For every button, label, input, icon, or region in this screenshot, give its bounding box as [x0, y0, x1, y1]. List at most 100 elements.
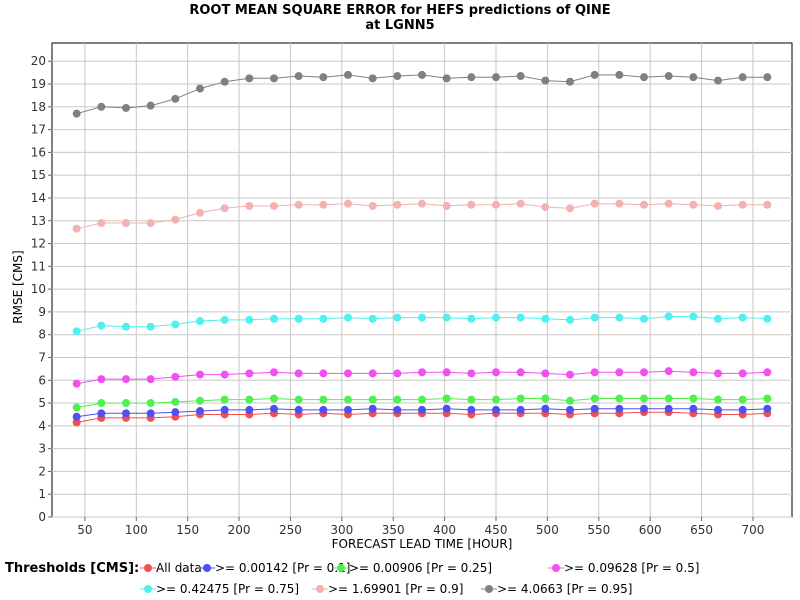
- data-point: [97, 219, 106, 228]
- data-point: [97, 321, 106, 330]
- data-point: [442, 394, 451, 403]
- data-point: [146, 322, 155, 331]
- data-point: [640, 368, 648, 377]
- data-point: [344, 313, 352, 322]
- data-point: [516, 313, 525, 322]
- x-tick-label: 550: [587, 523, 610, 537]
- data-point: [146, 219, 155, 228]
- legend-swatch-marker: [552, 564, 560, 572]
- data-point: [393, 72, 402, 81]
- data-point: [270, 74, 278, 83]
- data-point: [615, 313, 624, 322]
- series-2: [72, 404, 772, 421]
- data-point: [418, 368, 426, 377]
- legend-entry: >= 0.00906 [Pr = 0.25]: [349, 561, 492, 575]
- legend-entry: >= 0.42475 [Pr = 0.75]: [156, 582, 299, 596]
- data-point: [714, 405, 722, 414]
- data-point: [245, 395, 254, 404]
- data-point: [738, 369, 747, 378]
- data-point: [590, 404, 599, 413]
- data-point: [467, 200, 476, 209]
- chart-title: ROOT MEAN SQUARE ERROR for HEFS predicti…: [189, 3, 610, 18]
- data-point: [418, 395, 426, 404]
- data-point: [122, 219, 130, 228]
- data-point: [590, 199, 599, 208]
- data-point: [368, 369, 377, 378]
- data-point: [146, 399, 155, 408]
- chart-subtitle: at LGNN5: [365, 18, 434, 33]
- legend-entry: >= 4.0663 [Pr = 0.95]: [497, 582, 632, 596]
- data-point: [640, 394, 648, 403]
- data-point: [689, 312, 698, 321]
- y-tick-label: 2: [38, 464, 46, 478]
- data-point: [368, 201, 377, 210]
- data-point: [492, 368, 500, 377]
- y-tick-label: 20: [31, 54, 46, 68]
- data-point: [516, 394, 525, 403]
- data-point: [492, 73, 500, 82]
- data-point: [171, 94, 180, 103]
- data-point: [689, 73, 698, 82]
- data-point: [122, 375, 130, 384]
- y-tick-label: 11: [31, 259, 46, 273]
- y-tick-label: 4: [38, 419, 46, 433]
- x-tick-label: 200: [228, 523, 251, 537]
- data-point: [566, 77, 574, 86]
- data-point: [72, 327, 81, 336]
- data-point: [763, 368, 772, 377]
- data-point: [615, 404, 624, 413]
- y-tick-label: 9: [38, 305, 46, 319]
- data-point: [442, 313, 451, 322]
- data-point: [97, 399, 106, 408]
- data-point: [442, 368, 451, 377]
- data-point: [442, 404, 451, 413]
- data-point: [689, 404, 698, 413]
- data-point: [689, 394, 698, 403]
- data-point: [294, 72, 303, 81]
- data-point: [245, 201, 254, 210]
- series-3: [72, 394, 772, 412]
- data-point: [714, 76, 722, 85]
- data-point: [714, 369, 722, 378]
- data-point: [171, 408, 180, 417]
- data-point: [738, 313, 747, 322]
- data-point: [615, 394, 624, 403]
- data-point: [566, 405, 574, 414]
- y-tick-label: 12: [31, 237, 46, 251]
- y-tick-label: 15: [31, 168, 46, 182]
- data-point: [516, 72, 525, 81]
- series-5: [72, 312, 772, 336]
- y-tick-label: 10: [31, 282, 46, 296]
- legend-entry: >= 1.69901 [Pr = 0.9]: [328, 582, 463, 596]
- legend-entry: >= 0.09628 [Pr = 0.5]: [564, 561, 699, 575]
- data-point: [270, 201, 278, 210]
- series-4: [72, 367, 772, 388]
- data-point: [418, 405, 426, 414]
- data-point: [294, 405, 303, 414]
- data-point: [393, 200, 402, 209]
- data-point: [196, 84, 204, 93]
- data-point: [72, 224, 81, 233]
- legend-swatch-marker: [144, 585, 152, 593]
- data-point: [516, 405, 525, 414]
- data-point: [418, 70, 426, 79]
- data-point: [516, 199, 525, 208]
- data-point: [689, 368, 698, 377]
- data-point: [492, 395, 500, 404]
- data-point: [418, 313, 426, 322]
- data-point: [738, 395, 747, 404]
- legend-entry: All data: [156, 561, 202, 575]
- data-point: [541, 203, 550, 212]
- x-tick-label: 50: [77, 523, 92, 537]
- data-point: [294, 395, 303, 404]
- x-tick-label: 400: [433, 523, 456, 537]
- data-point: [245, 74, 254, 83]
- data-point: [220, 204, 229, 213]
- y-tick-label: 19: [31, 77, 46, 91]
- data-point: [196, 208, 204, 217]
- data-point: [72, 403, 81, 412]
- data-point: [566, 204, 574, 213]
- data-point: [245, 369, 254, 378]
